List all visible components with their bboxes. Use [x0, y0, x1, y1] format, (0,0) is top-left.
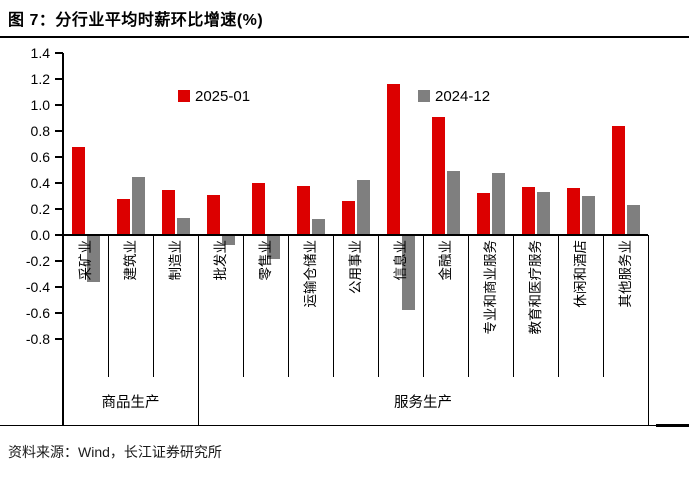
category-divider — [377, 235, 379, 377]
category-divider — [512, 235, 514, 377]
category-divider — [602, 235, 604, 377]
legend-swatch-red — [178, 90, 190, 102]
bar-2025-01-4 — [251, 183, 265, 235]
legend-swatch-gray — [418, 90, 430, 102]
bar-2024-12-10 — [536, 192, 550, 235]
bar-2024-12-5 — [311, 219, 325, 235]
x-axis-zero-line — [61, 234, 648, 236]
bar-2025-01-6 — [341, 201, 355, 235]
y-axis-tick-label: 0.8 — [30, 123, 50, 139]
figure-title: 图 7：分行业平均时薪环比增速(%) — [8, 12, 264, 29]
bar-2024-12-8 — [446, 171, 460, 235]
group-label: 商品生产 — [101, 395, 160, 411]
bar-2024-12-9 — [491, 172, 505, 235]
category-label: 休闲和酒店 — [572, 240, 588, 308]
category-divider — [332, 235, 334, 377]
bar-2024-12-0 — [86, 236, 100, 282]
bar-chart: 2025-01 2024-12 1.4 1.2 1.0 0.8 0.6 0.4 0.2 0.0… — [0, 38, 689, 428]
group-divider — [62, 377, 64, 425]
category-divider — [152, 235, 154, 377]
y-axis-tick-label: -0.2 — [25, 253, 50, 269]
category-label: 零售业 — [257, 240, 273, 281]
y-axis-tick — [55, 156, 63, 158]
bar-2024-12-6 — [356, 180, 370, 235]
y-axis-tick-label: 0.2 — [30, 201, 50, 217]
y-axis-tick — [55, 208, 63, 210]
category-divider — [62, 235, 64, 377]
category-divider — [557, 235, 559, 377]
category-label: 建筑业 — [122, 240, 138, 281]
bar-2025-01-8 — [431, 116, 445, 235]
bar-2024-12-2 — [176, 218, 190, 235]
bar-2024-12-3 — [221, 236, 235, 246]
category-divider — [287, 235, 289, 377]
category-label: 制造业 — [167, 240, 183, 281]
group-divider — [647, 377, 649, 425]
y-axis-tick-label: 0.6 — [30, 149, 50, 165]
category-divider — [107, 235, 109, 377]
category-label: 教育和医疗服务 — [527, 240, 543, 335]
y-axis-tick — [55, 286, 63, 288]
bar-2024-12-12 — [626, 205, 640, 235]
y-axis-tick — [55, 234, 63, 236]
y-axis-tick — [55, 130, 63, 132]
bar-2025-01-9 — [476, 193, 490, 235]
bar-2024-12-4 — [266, 236, 280, 260]
y-axis-tick — [55, 260, 63, 262]
y-axis-tick-label: 1.0 — [30, 97, 50, 113]
y-axis-tick-label: -0.6 — [25, 305, 50, 321]
y-axis-tick — [55, 104, 63, 106]
bar-2025-01-3 — [206, 194, 220, 235]
bar-2025-01-10 — [521, 186, 535, 235]
y-axis-tick-label: -0.4 — [25, 279, 50, 295]
category-divider — [197, 235, 199, 377]
y-axis-tick — [55, 78, 63, 80]
category-label: 批发业 — [212, 240, 228, 281]
bar-2025-01-5 — [296, 185, 310, 235]
y-axis-tick — [55, 52, 63, 54]
group-divider — [197, 377, 199, 425]
bottom-divider — [0, 425, 689, 426]
bar-2025-01-0 — [71, 146, 85, 235]
group-label: 服务生产 — [394, 395, 452, 411]
category-label: 金融业 — [437, 240, 453, 281]
y-axis-tick-label: 0.0 — [30, 227, 50, 243]
bar-2025-01-2 — [161, 189, 175, 235]
category-divider — [467, 235, 469, 377]
category-label: 运输仓储业 — [302, 240, 318, 308]
source-note: 资料来源：Wind，长江证券研究所 — [8, 444, 222, 460]
category-divider — [647, 235, 649, 377]
bottom-divider-thick — [656, 424, 689, 427]
bar-2025-01-7 — [386, 84, 400, 235]
title-divider — [0, 36, 689, 38]
category-label: 信息业 — [392, 240, 408, 281]
y-axis-tick — [55, 338, 63, 340]
bar-2025-01-12 — [611, 125, 625, 235]
category-divider — [422, 235, 424, 377]
category-label: 采矿业 — [77, 240, 93, 281]
y-axis-tick — [55, 182, 63, 184]
category-label: 公用事业 — [347, 240, 363, 294]
bar-2024-12-11 — [581, 196, 595, 235]
y-axis-tick-label: 0.4 — [30, 175, 50, 191]
category-label: 专业和商业服务 — [482, 240, 498, 335]
legend-label: 2024-12 — [435, 88, 491, 105]
category-label: 其他服务业 — [617, 240, 633, 308]
y-axis-tick-label: 1.4 — [30, 45, 50, 61]
bar-2025-01-11 — [566, 188, 580, 235]
bar-2024-12-7 — [401, 236, 415, 311]
category-divider — [242, 235, 244, 377]
y-axis-tick-label: 1.2 — [30, 71, 50, 87]
legend-label: 2025-01 — [195, 88, 251, 105]
y-axis-tick-label: -0.8 — [25, 331, 50, 347]
bar-2025-01-1 — [116, 198, 130, 235]
bar-2024-12-1 — [131, 176, 145, 235]
y-axis-tick — [55, 312, 63, 314]
